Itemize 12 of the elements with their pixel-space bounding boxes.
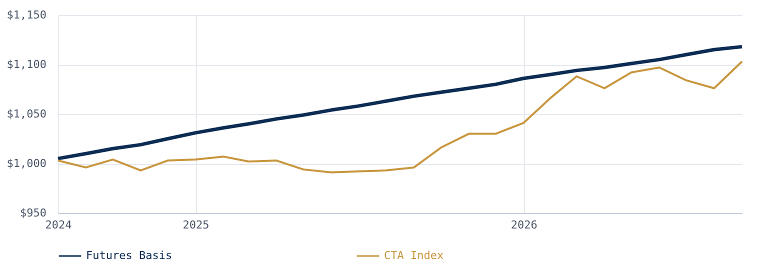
y-tick-label: $950 xyxy=(20,206,46,220)
y-tick-label: $1,150 xyxy=(6,8,46,22)
x-tick-label: 2024 xyxy=(45,218,72,232)
y-tick-label: $1,050 xyxy=(6,108,46,120)
y-tick-label: $1,000 xyxy=(6,157,46,170)
legend-label: CTA Index xyxy=(384,249,444,260)
x-tick-label: 2026 xyxy=(510,218,538,232)
line-series xyxy=(57,60,743,174)
x-tick-label: 2025 xyxy=(182,218,210,232)
legend-label: Futures Basis xyxy=(86,249,172,260)
line-series xyxy=(56,44,744,160)
y-tick-label: $1,100 xyxy=(6,58,46,71)
